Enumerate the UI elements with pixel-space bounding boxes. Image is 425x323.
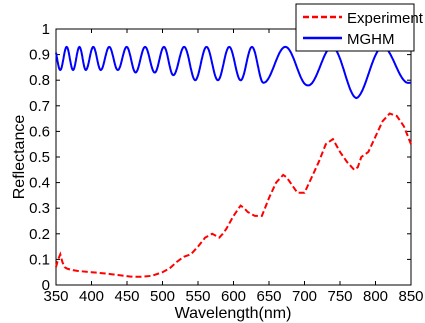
- y-tick-label: 0.3: [29, 200, 50, 217]
- x-tick-label: 850: [398, 288, 423, 305]
- y-tick-label: 0.5: [29, 149, 50, 166]
- y-tick-label: 0: [42, 277, 50, 294]
- y-tick-label: 0.1: [29, 251, 50, 268]
- y-tick-label: 0.8: [29, 72, 50, 89]
- x-tick-label: 350: [43, 288, 68, 305]
- y-tick-label: 1: [42, 21, 50, 38]
- legend-label-experiment: Experiment: [347, 10, 424, 27]
- y-tick-label: 0.2: [29, 226, 50, 243]
- x-tick-label: 650: [256, 288, 281, 305]
- x-tick-label: 400: [79, 288, 104, 305]
- x-axis-label: Wavelength(nm): [175, 305, 292, 322]
- series-line-experiment: [55, 112, 412, 278]
- axis-ticks: 350 400 450 500 550 600 650 700 750 800 850 0 0.1 0.2…: [29, 21, 423, 305]
- y-tick-label: 0.7: [29, 98, 50, 115]
- legend-box: [295, 3, 415, 52]
- x-tick-label: 700: [292, 288, 317, 305]
- x-tick-label: 450: [114, 288, 139, 305]
- y-axis-label: Reflectance: [11, 115, 28, 200]
- y-tick-label: 0.6: [29, 123, 50, 140]
- y-tick-label: 0.4: [29, 175, 50, 192]
- legend: Experiment MGHM: [295, 3, 424, 52]
- x-tick-label: 600: [221, 288, 246, 305]
- x-tick-label: 800: [363, 288, 388, 305]
- x-tick-label: 500: [150, 288, 175, 305]
- x-tick-label: 550: [185, 288, 210, 305]
- series-line-mghm: [55, 45, 411, 100]
- plot-area: [55, 28, 412, 286]
- y-tick-label: 0.9: [29, 47, 50, 64]
- x-tick-label: 750: [327, 288, 352, 305]
- legend-label-mghm: MGHM: [347, 31, 395, 48]
- series-lines: [55, 45, 412, 278]
